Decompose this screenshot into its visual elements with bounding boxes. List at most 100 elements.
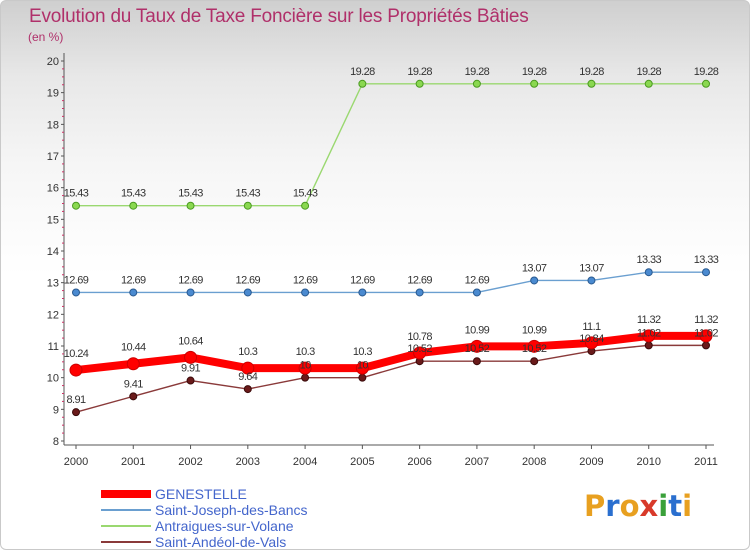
y-tick-label: 19 — [47, 88, 59, 100]
data-point-genestelle — [584, 336, 598, 350]
data-label-antraigues: 19.28 — [522, 66, 547, 78]
data-label-genestelle: 10.3 — [353, 346, 372, 358]
data-label-saint-andeol: 9.64 — [238, 371, 257, 383]
data-point-saint-joseph — [415, 288, 424, 297]
data-point-saint-andeol — [702, 341, 710, 350]
data-label-saint-joseph: 12.69 — [236, 274, 261, 286]
x-tick-label: 2002 — [178, 456, 202, 468]
data-label-saint-andeol: 10 — [300, 360, 312, 372]
data-label-saint-joseph: 12.69 — [465, 274, 490, 286]
data-point-saint-joseph — [72, 288, 80, 297]
data-label-saint-andeol: 10.52 — [522, 343, 547, 355]
data-point-saint-andeol — [358, 373, 367, 382]
data-label-genestelle: 10.44 — [121, 342, 146, 354]
data-point-antraigues — [129, 201, 138, 210]
data-label-genestelle: 10.3 — [238, 346, 257, 358]
data-label-antraigues: 19.28 — [407, 66, 432, 78]
data-point-genestelle — [126, 357, 140, 371]
y-tick-label: 11 — [48, 341, 59, 353]
legend-label-saint-joseph: Saint-Joseph-des-Bancs — [155, 502, 308, 518]
data-point-antraigues — [186, 201, 195, 210]
data-label-antraigues: 19.28 — [694, 66, 719, 78]
y-tick-label: 14 — [47, 246, 59, 258]
legend-swatch-antraigues — [101, 525, 151, 527]
logo-letter: i — [658, 489, 669, 523]
x-tick-label: 2005 — [350, 456, 374, 468]
data-label-saint-joseph: 13.07 — [579, 262, 604, 274]
series-line-saint-andeol — [75, 344, 707, 413]
data-point-antraigues — [301, 201, 310, 210]
legend-label-genestelle: GENESTELLE — [155, 486, 247, 502]
y-tick-label: 9 — [53, 404, 59, 416]
data-point-saint-andeol — [644, 341, 653, 350]
x-tick-label: 2003 — [236, 456, 260, 468]
data-label-saint-andeol: 9.41 — [124, 378, 143, 390]
proxiti-logo: Proxiti — [584, 489, 692, 523]
data-point-saint-joseph — [129, 288, 138, 297]
x-tick-label: 2006 — [407, 456, 431, 468]
data-label-saint-joseph: 13.33 — [694, 254, 719, 266]
data-point-genestelle — [527, 339, 541, 353]
legend-item-antraigues: Antraigues-sur-Volane — [101, 518, 421, 534]
data-label-saint-andeol: 11.02 — [694, 327, 718, 339]
data-point-saint-joseph — [186, 288, 195, 297]
data-label-saint-andeol: 10 — [357, 360, 369, 372]
data-point-saint-joseph — [587, 276, 596, 285]
data-point-antraigues — [415, 79, 424, 88]
data-label-saint-joseph: 13.07 — [522, 262, 547, 274]
data-label-saint-andeol: 8.91 — [66, 394, 85, 406]
legend-item-saint-andeol: Saint-Andéol-de-Vals — [101, 534, 421, 550]
data-label-antraigues: 19.28 — [636, 66, 661, 78]
data-point-genestelle — [470, 339, 484, 353]
data-point-saint-andeol — [301, 373, 310, 382]
y-tick-label: 8 — [53, 436, 59, 448]
data-point-genestelle — [184, 350, 198, 364]
data-point-saint-joseph — [301, 288, 310, 297]
data-label-antraigues: 15.43 — [64, 188, 89, 200]
data-point-saint-joseph — [243, 288, 252, 297]
y-tick-label: 13 — [47, 278, 59, 290]
data-label-saint-joseph: 13.33 — [636, 254, 661, 266]
data-point-antraigues — [472, 79, 481, 88]
y-tick-label: 17 — [47, 151, 59, 163]
x-tick-label: 2004 — [293, 456, 317, 468]
x-tick-label: 2008 — [522, 456, 546, 468]
data-label-genestelle: 10.99 — [522, 324, 547, 336]
data-point-saint-joseph — [472, 288, 481, 297]
y-tick-label: 12 — [47, 309, 59, 321]
y-tick-label: 16 — [47, 183, 59, 195]
data-label-saint-joseph: 12.69 — [407, 274, 432, 286]
data-label-saint-joseph: 12.69 — [350, 274, 375, 286]
data-point-saint-andeol — [243, 385, 252, 394]
legend-swatch-genestelle — [101, 490, 151, 498]
data-label-saint-joseph: 12.69 — [64, 274, 89, 286]
x-tick-label: 2011 — [694, 456, 718, 468]
data-point-saint-andeol — [72, 408, 80, 417]
data-label-antraigues: 15.43 — [121, 188, 146, 200]
legend-item-genestelle: GENESTELLE — [101, 486, 421, 502]
logo-letter: r — [605, 489, 620, 523]
data-point-genestelle — [69, 363, 83, 377]
data-label-antraigues: 19.28 — [465, 66, 490, 78]
data-label-antraigues: 15.43 — [293, 188, 318, 200]
y-tick-label: 20 — [47, 56, 59, 68]
data-point-saint-andeol — [186, 376, 195, 385]
legend-label-saint-andeol: Saint-Andéol-de-Vals — [155, 534, 287, 550]
logo-letter: o — [619, 489, 640, 523]
x-tick-label: 2000 — [64, 456, 88, 468]
x-tick-label: 2001 — [121, 456, 145, 468]
data-label-saint-andeol: 11.02 — [637, 327, 661, 339]
data-label-antraigues: 15.43 — [178, 188, 203, 200]
y-tick-label: 18 — [47, 119, 59, 131]
data-label-saint-andeol: 10.84 — [579, 333, 604, 345]
data-point-antraigues — [644, 79, 653, 88]
data-label-saint-andeol: 10.52 — [465, 343, 490, 355]
logo-letter: P — [584, 489, 606, 523]
data-point-genestelle — [642, 329, 656, 343]
data-label-genestelle: 10.99 — [465, 324, 490, 336]
data-label-antraigues: 19.28 — [350, 66, 375, 78]
x-tick-label: 2010 — [636, 456, 660, 468]
data-point-genestelle — [699, 329, 713, 343]
data-point-saint-joseph — [358, 288, 367, 297]
